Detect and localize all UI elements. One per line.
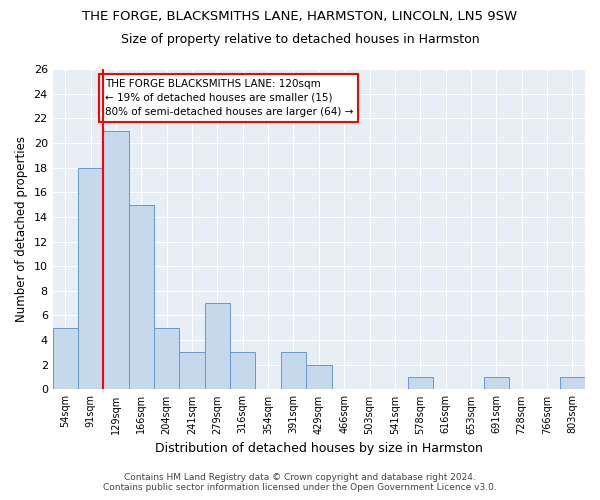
Bar [179, 352, 205, 390]
Bar [205, 303, 230, 390]
Bar [407, 377, 433, 390]
Text: THE FORGE BLACKSMITHS LANE: 120sqm
← 19% of detached houses are smaller (15)
80%: THE FORGE BLACKSMITHS LANE: 120sqm ← 19%… [104, 79, 353, 117]
Bar [154, 328, 179, 390]
Bar [78, 168, 103, 390]
Text: THE FORGE, BLACKSMITHS LANE, HARMSTON, LINCOLN, LN5 9SW: THE FORGE, BLACKSMITHS LANE, HARMSTON, L… [82, 10, 518, 23]
Bar [103, 130, 129, 390]
Bar [281, 352, 306, 390]
Bar [53, 328, 78, 390]
Text: Size of property relative to detached houses in Harmston: Size of property relative to detached ho… [121, 32, 479, 46]
Y-axis label: Number of detached properties: Number of detached properties [15, 136, 28, 322]
Bar [306, 365, 332, 390]
Text: Contains HM Land Registry data © Crown copyright and database right 2024.
Contai: Contains HM Land Registry data © Crown c… [103, 473, 497, 492]
Bar [560, 377, 585, 390]
Bar [129, 204, 154, 390]
X-axis label: Distribution of detached houses by size in Harmston: Distribution of detached houses by size … [155, 442, 483, 455]
Bar [484, 377, 509, 390]
Bar [230, 352, 256, 390]
